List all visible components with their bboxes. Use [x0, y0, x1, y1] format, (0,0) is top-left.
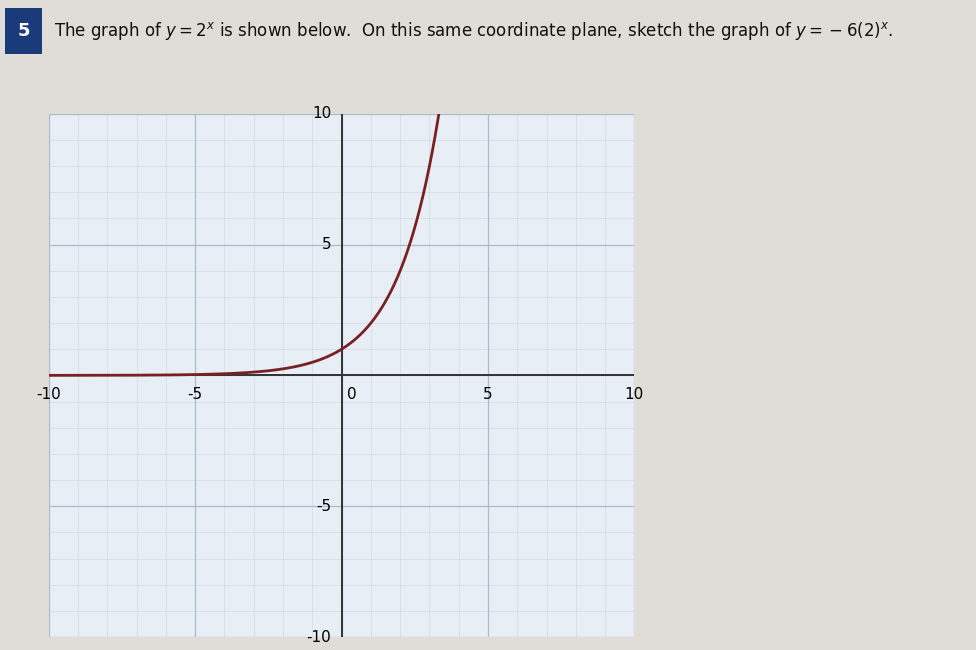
Text: 0: 0: [347, 387, 357, 402]
Text: 5: 5: [18, 22, 29, 40]
FancyBboxPatch shape: [5, 8, 42, 55]
Text: 5: 5: [483, 387, 493, 402]
Text: -10: -10: [306, 629, 332, 645]
Text: 10: 10: [312, 106, 332, 122]
Text: -10: -10: [36, 387, 61, 402]
Text: 5: 5: [322, 237, 332, 252]
Text: 10: 10: [625, 387, 644, 402]
Text: The graph of $y = 2^x$ is shown below.  On this same coordinate plane, sketch th: The graph of $y = 2^x$ is shown below. O…: [54, 20, 893, 42]
Text: -5: -5: [316, 499, 332, 514]
Text: -5: -5: [187, 387, 203, 402]
